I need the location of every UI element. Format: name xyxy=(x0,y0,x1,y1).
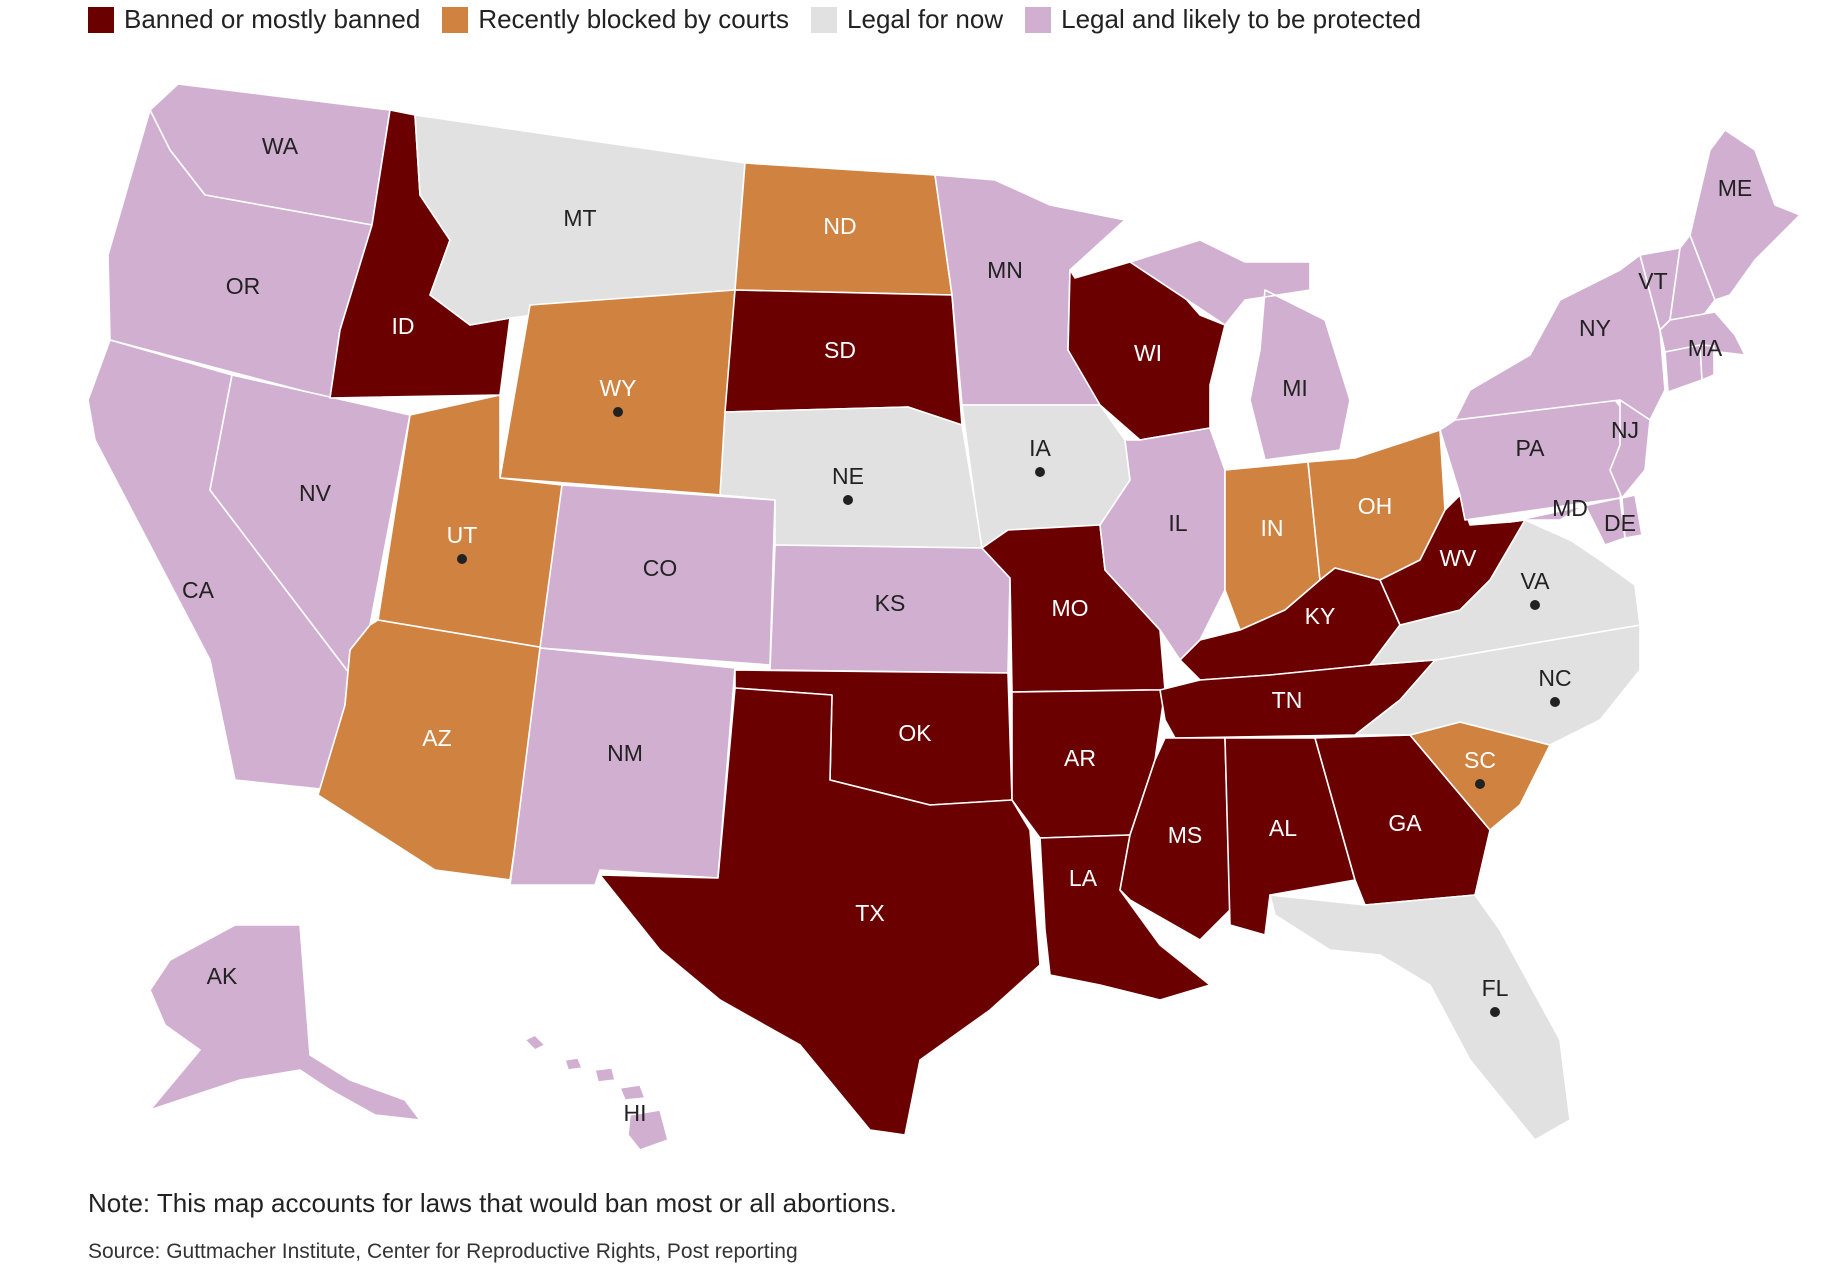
state-label-fl: FL xyxy=(1482,975,1509,1001)
state-label-sd: SD xyxy=(824,337,856,363)
state-label-mn: MN xyxy=(987,257,1023,283)
state-ak xyxy=(149,924,421,1121)
state-label-nc: NC xyxy=(1538,665,1571,691)
state-mo xyxy=(981,524,1166,693)
legend-label-protected: Legal and likely to be protected xyxy=(1061,4,1422,34)
state-label-me: ME xyxy=(1718,175,1753,201)
state-label-tx: TX xyxy=(855,900,884,926)
state-label-nj: NJ xyxy=(1611,417,1639,443)
state-label-md: MD xyxy=(1552,495,1588,521)
map-source: Source: Guttmacher Institute, Center for… xyxy=(88,1240,798,1263)
state-label-ma: MA xyxy=(1688,335,1723,361)
state-label-ak: AK xyxy=(207,963,238,989)
state-label-pa: PA xyxy=(1516,435,1546,461)
state-dot-wy xyxy=(613,407,623,417)
state-me xyxy=(1689,129,1801,301)
legend-label-blocked: Recently blocked by courts xyxy=(478,4,790,34)
state-tx xyxy=(599,687,1041,1136)
legend-item-banned: Banned or mostly banned xyxy=(88,4,420,35)
state-label-ks: KS xyxy=(875,590,906,616)
state-label-oh: OH xyxy=(1358,493,1393,519)
state-label-de: DE xyxy=(1604,510,1636,536)
state-label-ca: CA xyxy=(182,577,215,603)
us-states-map: WA OR CA NV ID MT WY UT AZ CO NM ND SD NE KS OK TX MN IA MO… xyxy=(87,83,1801,1151)
state-label-il: IL xyxy=(1168,510,1187,536)
state-label-wi: WI xyxy=(1134,340,1162,366)
state-ks xyxy=(769,544,1011,674)
state-label-ut: UT xyxy=(447,522,478,548)
legend-swatch-legal-now xyxy=(811,6,838,33)
state-shapes xyxy=(87,83,1801,1151)
legend-label-banned: Banned or mostly banned xyxy=(124,4,421,34)
state-nm xyxy=(509,647,736,886)
state-label-sc: SC xyxy=(1464,747,1496,773)
state-hi xyxy=(524,1034,669,1151)
state-md xyxy=(1509,497,1626,546)
state-ri xyxy=(1699,344,1715,381)
state-label-az: AZ xyxy=(422,725,451,751)
legend-swatch-banned xyxy=(88,6,114,33)
legend-item-blocked: Recently blocked by courts xyxy=(442,4,789,35)
state-nh xyxy=(1669,234,1716,321)
state-label-id: ID xyxy=(392,313,415,339)
legend-item-protected: Legal and likely to be protected xyxy=(1025,4,1421,35)
legend-swatch-blocked xyxy=(442,6,469,33)
state-label-ia: IA xyxy=(1029,435,1051,461)
state-label-ne: NE xyxy=(832,463,864,489)
state-ny xyxy=(1454,254,1666,421)
state-labels: WA OR CA NV ID MT WY UT AZ CO NM ND SD NE KS OK TX MN IA MO… xyxy=(182,133,1752,1126)
state-dot-ne xyxy=(843,495,853,505)
legend-label-legal-now: Legal for now xyxy=(847,4,1004,34)
state-label-va: VA xyxy=(1521,568,1551,594)
state-label-wa: WA xyxy=(262,133,299,159)
state-label-al: AL xyxy=(1269,815,1297,841)
state-label-ga: GA xyxy=(1388,810,1422,836)
state-dot-sc xyxy=(1475,779,1485,789)
state-label-ar: AR xyxy=(1064,745,1096,771)
state-label-vt: VT xyxy=(1638,268,1667,294)
state-label-wv: WV xyxy=(1439,545,1477,571)
state-dot-nc xyxy=(1550,697,1560,707)
state-label-la: LA xyxy=(1069,865,1098,891)
state-label-ms: MS xyxy=(1168,822,1203,848)
state-label-or: OR xyxy=(226,273,261,299)
state-label-ok: OK xyxy=(898,720,932,746)
legend-item-legal-now: Legal for now xyxy=(811,4,1003,35)
state-fl xyxy=(1269,894,1571,1141)
state-label-nm: NM xyxy=(607,740,643,766)
state-label-ky: KY xyxy=(1305,603,1336,629)
map-note: Note: This map accounts for laws that wo… xyxy=(88,1188,897,1218)
state-nc xyxy=(1354,624,1641,746)
state-label-mi: MI xyxy=(1282,375,1308,401)
state-label-nv: NV xyxy=(299,480,332,506)
state-label-tn: TN xyxy=(1272,687,1303,713)
state-label-in: IN xyxy=(1261,515,1284,541)
legend-swatch-protected xyxy=(1025,6,1052,33)
state-label-mt: MT xyxy=(563,205,596,231)
state-label-co: CO xyxy=(643,555,678,581)
state-dot-va xyxy=(1530,600,1540,610)
state-label-nd: ND xyxy=(823,213,856,239)
state-mi xyxy=(1129,239,1351,461)
state-label-mo: MO xyxy=(1051,595,1088,621)
state-dot-ia xyxy=(1035,467,1045,477)
state-label-hi: HI xyxy=(624,1100,647,1126)
state-label-wy: WY xyxy=(599,375,636,401)
state-dot-ut xyxy=(457,554,467,564)
state-label-ny: NY xyxy=(1579,315,1611,341)
state-dot-fl xyxy=(1490,1007,1500,1017)
map-legend: Banned or mostly banned Recently blocked… xyxy=(88,4,1443,35)
state-wv xyxy=(1379,494,1526,626)
